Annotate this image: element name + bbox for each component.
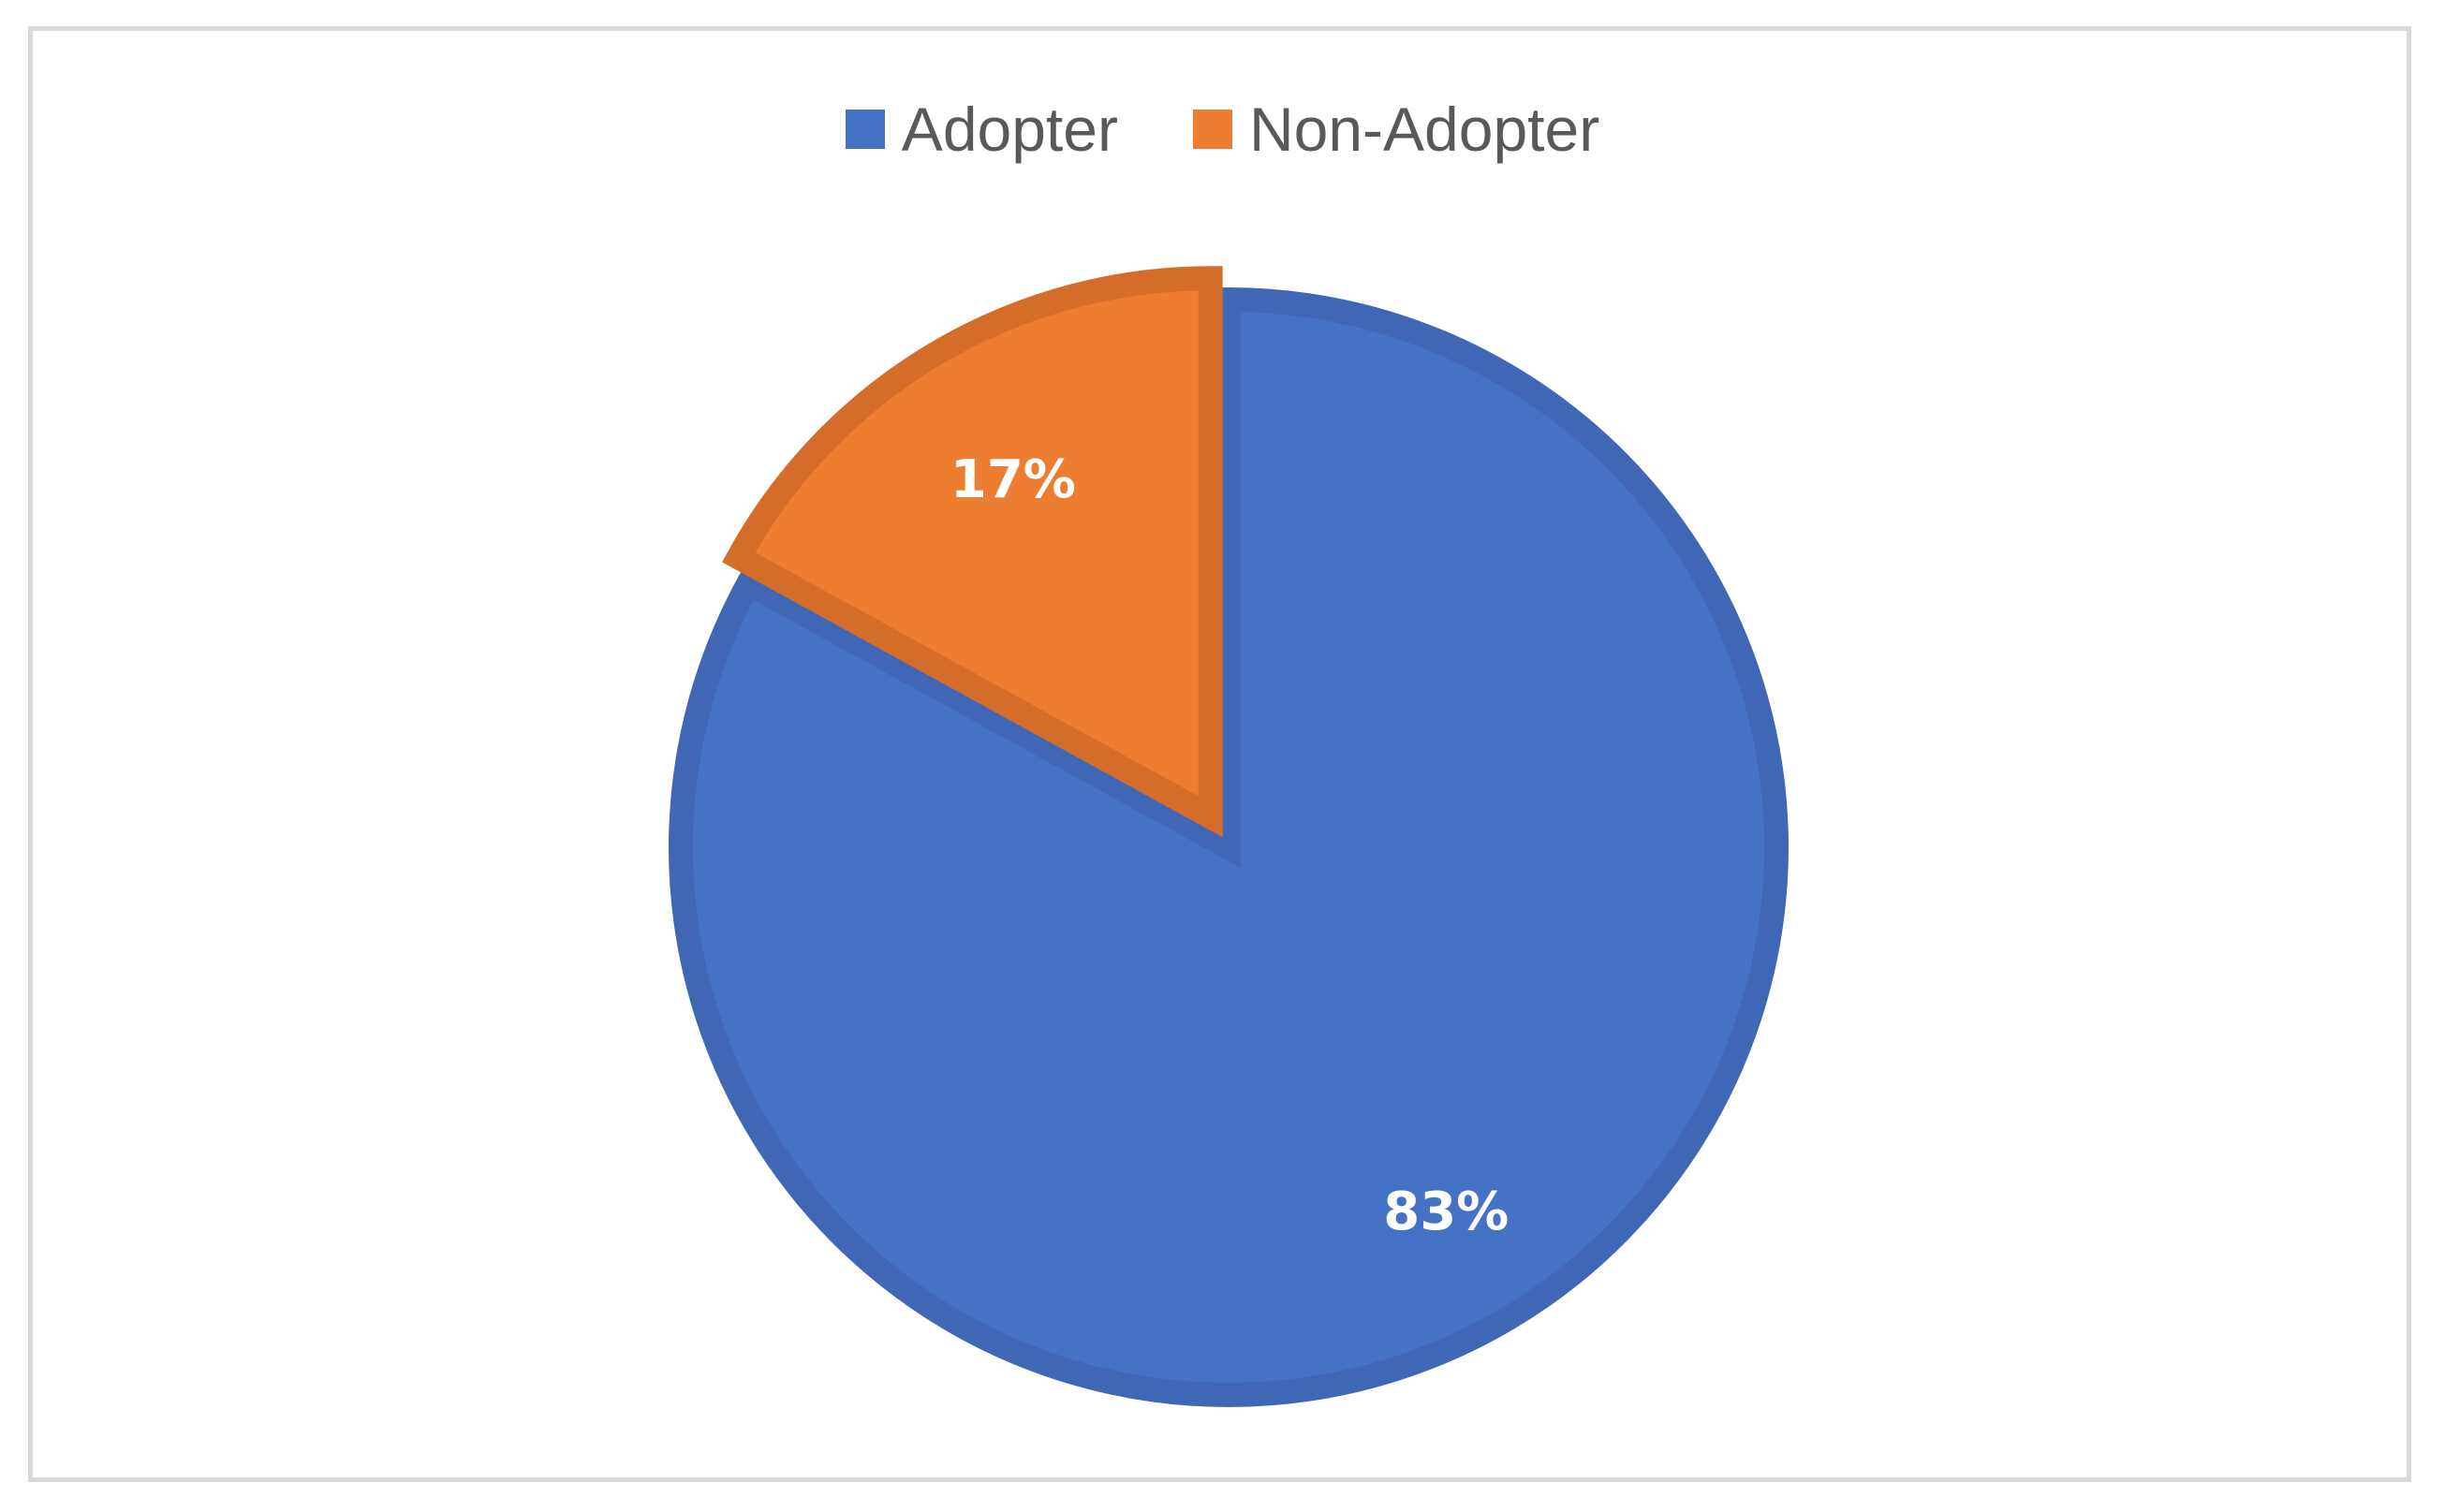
legend-swatch-adopter: [845, 110, 885, 149]
data-label-non-adopter: 17%: [950, 449, 1076, 510]
legend-item-non-adopter: Non-Adopter: [1192, 94, 1600, 165]
chart-legend: Adopter Non-Adopter: [0, 94, 2445, 165]
legend-label-non-adopter: Non-Adopter: [1248, 95, 1600, 164]
pie-slice-non-adopter: [722, 266, 1223, 838]
legend-swatch-non-adopter: [1192, 110, 1232, 149]
data-label-adopter: 83%: [1383, 1182, 1509, 1242]
legend-label-adopter: Adopter: [901, 95, 1118, 164]
pie-slice-adopter: [669, 286, 1789, 1407]
legend-item-adopter: Adopter: [845, 94, 1118, 165]
